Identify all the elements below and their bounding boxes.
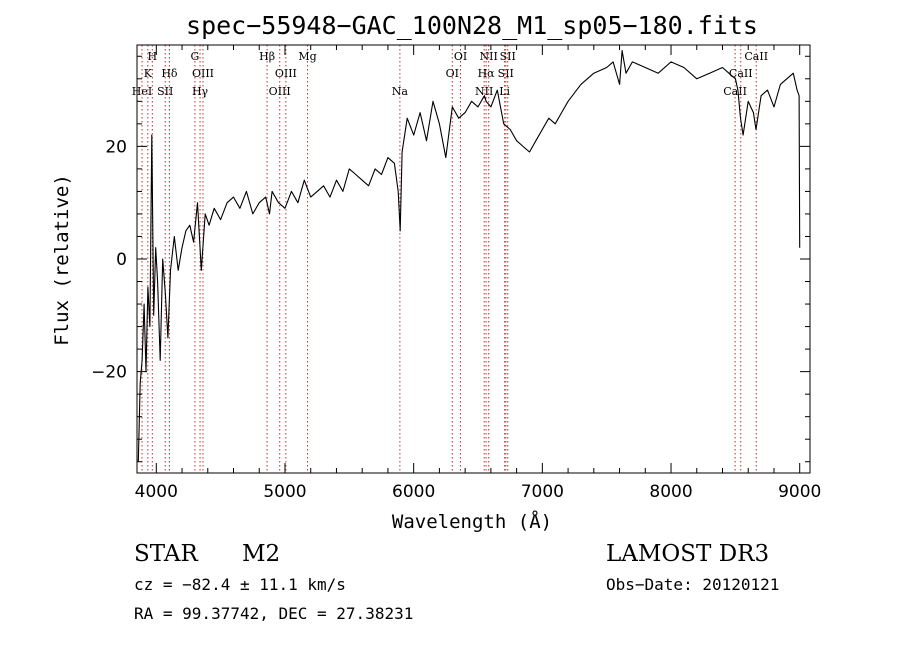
- line-label-21: CaII: [723, 85, 747, 98]
- line-label-10: OIII: [275, 67, 297, 80]
- chart-title: spec−55948−GAC_100N28_M1_sp05−180.fits: [186, 11, 758, 40]
- line-label-20: SII: [500, 50, 516, 63]
- redshift-velocity: cz = −82.4 ± 11.1 km/s: [134, 575, 346, 594]
- line-label-6: Hγ: [192, 85, 209, 98]
- coordinates: RA = 99.37742, DEC = 27.38231: [134, 604, 413, 623]
- line-label-5: G: [191, 50, 200, 63]
- line-label-15: NII: [475, 85, 493, 98]
- object-class: STAR: [134, 541, 198, 567]
- spectrum-layer: [137, 50, 801, 462]
- line-label-8: Hβ: [259, 50, 275, 63]
- line-label-22: CaII: [729, 67, 753, 80]
- y-axis-label: Flux (relative): [51, 174, 73, 346]
- line-label-13: OI: [446, 67, 459, 80]
- line-label-19: SII: [498, 67, 514, 80]
- object-subclass: M2: [242, 541, 280, 567]
- line-label-9: OIII: [269, 85, 291, 98]
- line-label-0: HeI: [132, 85, 152, 98]
- x-tick-label-3: 7000: [521, 482, 564, 502]
- observation-date: Obs−Date: 20120121: [606, 575, 779, 594]
- line-label-17: NII: [480, 50, 498, 63]
- x-tick-label-5: 9000: [778, 482, 821, 502]
- line-label-3: SII: [157, 85, 173, 98]
- line-label-1: K: [144, 67, 153, 80]
- x-axis-label: Wavelength (Å): [392, 510, 552, 533]
- y-tick-label-1: 0: [116, 250, 127, 270]
- axis-ticks: 4000 5000 6000 7000 8000 9000 −20 0 20: [91, 45, 821, 502]
- survey-name: LAMOST DR3: [606, 541, 769, 567]
- x-tick-label-2: 6000: [392, 482, 435, 502]
- y-tick-label-0: −20: [91, 363, 127, 383]
- line-label-4: Hδ: [161, 67, 178, 80]
- y-tick-label-2: 20: [105, 137, 127, 157]
- x-tick-label-4: 8000: [649, 482, 692, 502]
- line-label-2: H: [148, 50, 158, 63]
- x-tick-label-0: 4000: [135, 482, 178, 502]
- plot-frame: [136, 44, 811, 474]
- line-label-14: OI: [454, 50, 467, 63]
- spectral-line-markers: HeIKHSIIHδGHγOIIIHβOIIIOIIIMgNaOIOINIIHα…: [132, 45, 768, 473]
- line-label-16: Hα: [478, 67, 496, 80]
- line-label-7: OIII: [192, 67, 214, 80]
- line-label-12: Na: [392, 85, 409, 98]
- spectrum-line: [137, 50, 801, 462]
- x-tick-label-1: 5000: [263, 482, 306, 502]
- line-label-23: CaII: [744, 50, 768, 63]
- line-label-11: Mg: [298, 50, 316, 63]
- line-label-18: Li: [499, 85, 510, 98]
